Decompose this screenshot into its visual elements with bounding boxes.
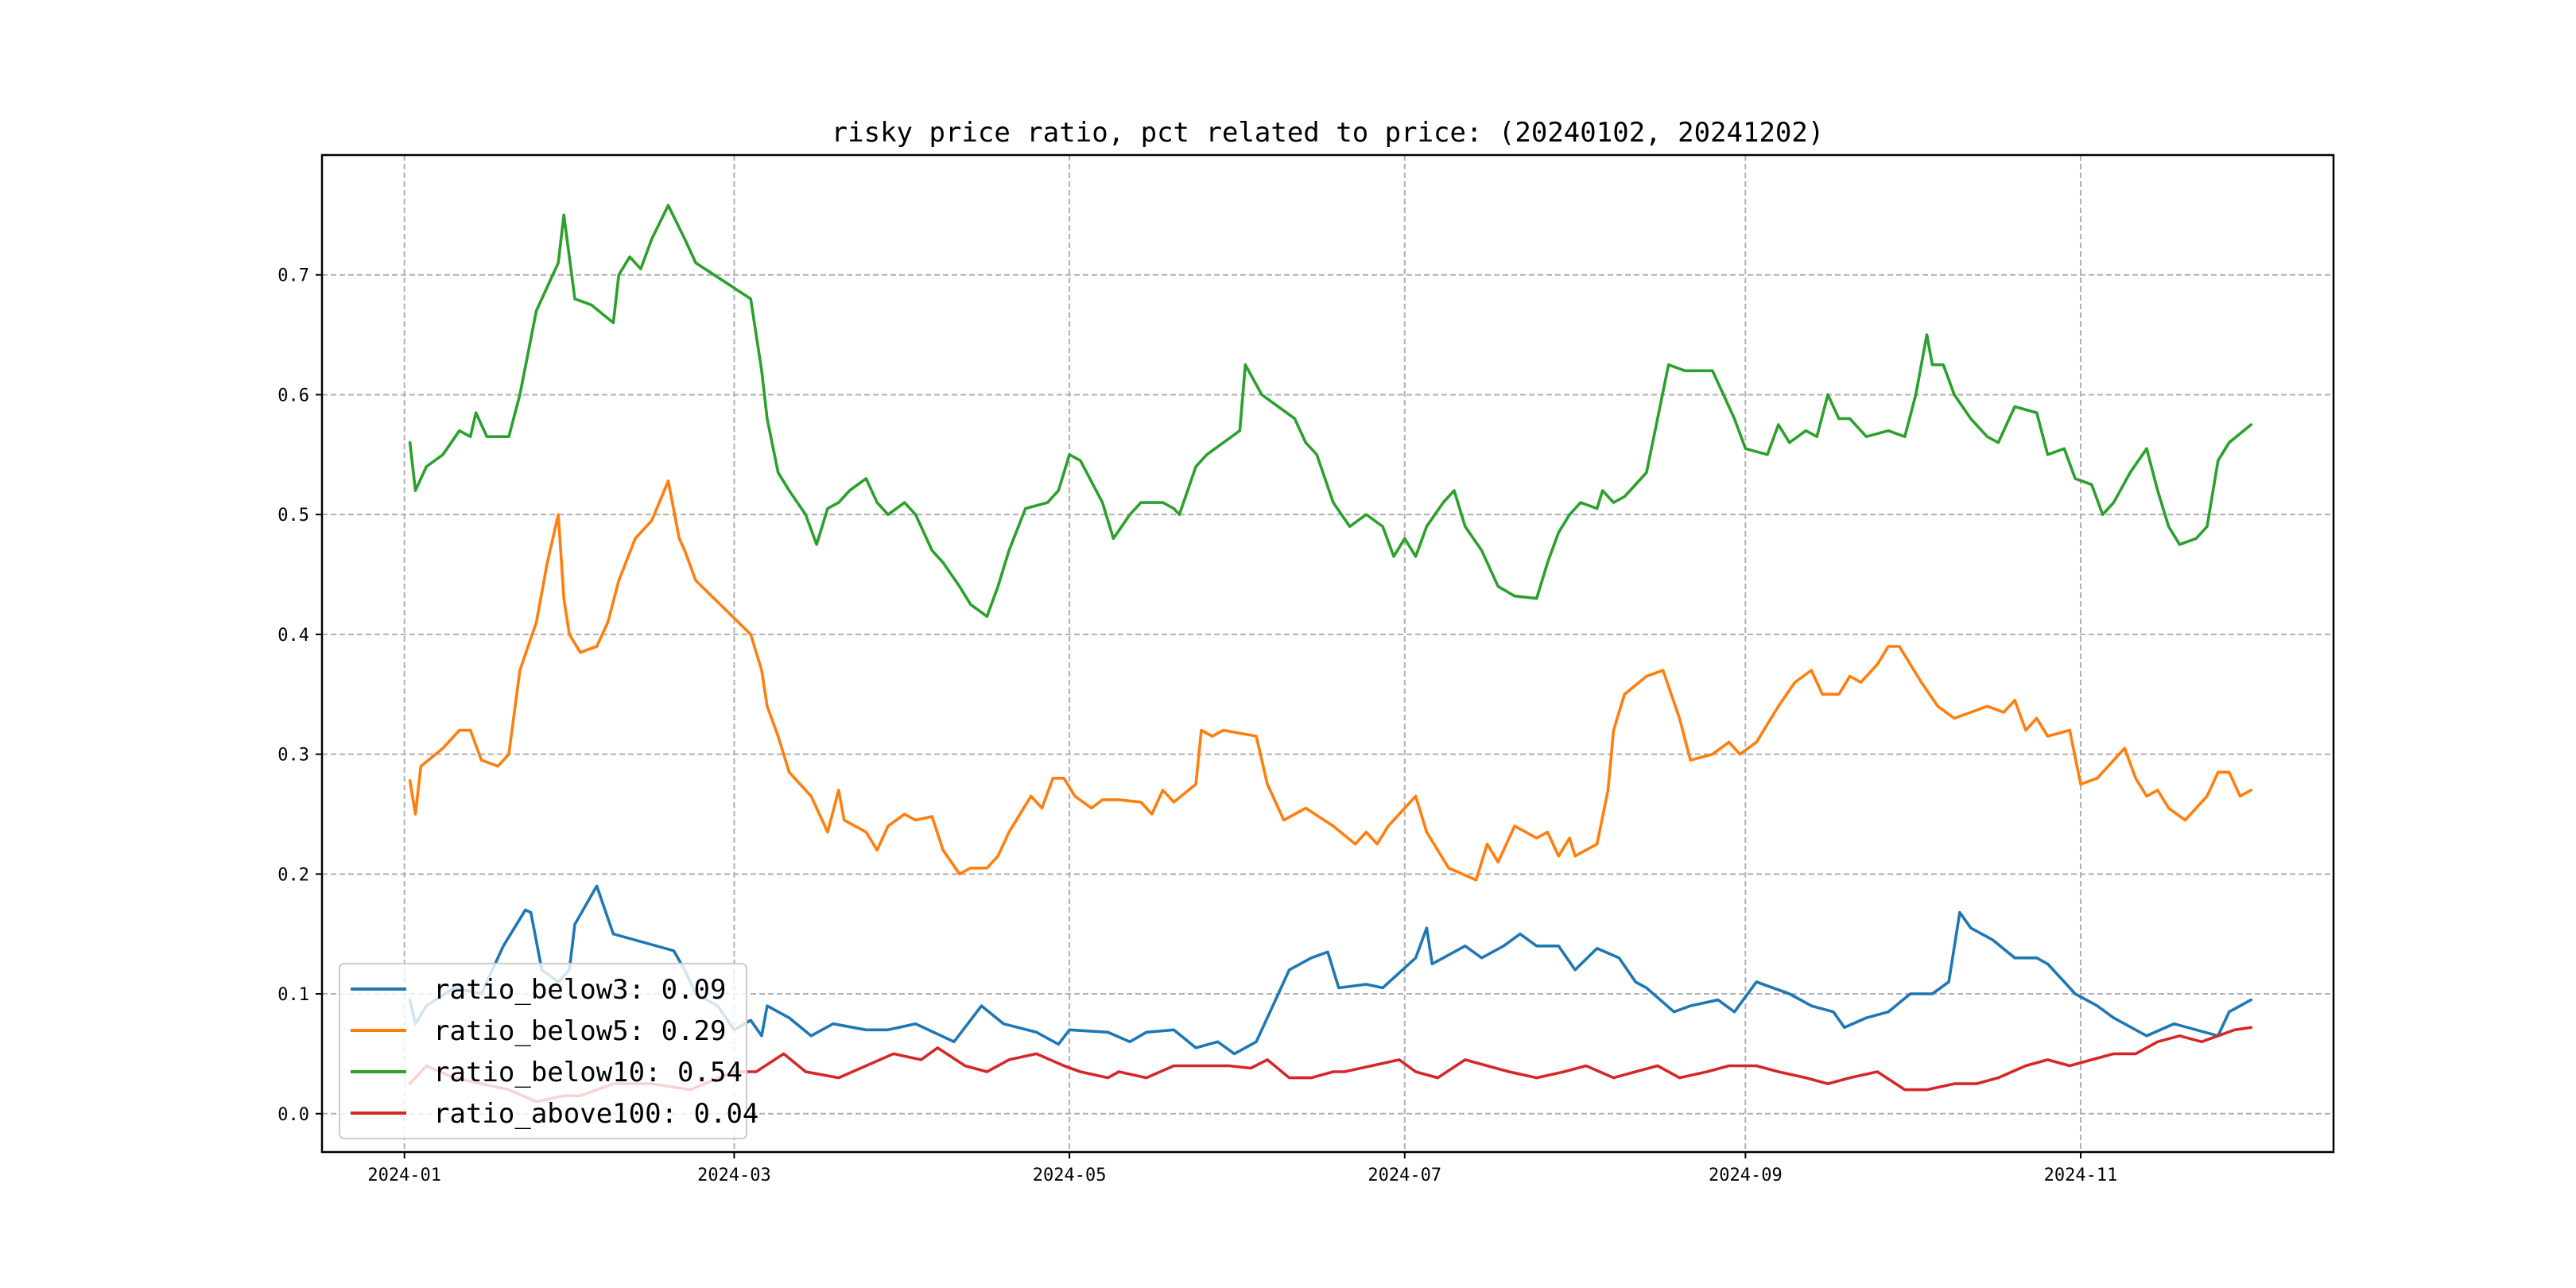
legend-label-ratio-below5: ratio_below5: 0.29 <box>433 1015 726 1047</box>
legend-box <box>339 963 747 1139</box>
y-tick-label: 0.5 <box>277 506 309 526</box>
tick-layer: 0.0 0.1 0.2 0.3 0.4 0.5 0.6 0.7 2024-01 2024-03 20… <box>277 266 2117 1185</box>
x-tick-label: 2024-01 <box>367 1166 441 1185</box>
y-tick-label: 0.3 <box>277 746 309 766</box>
x-tick-label: 2024-09 <box>1709 1166 1783 1185</box>
y-tick-label: 0.7 <box>277 266 309 286</box>
legend: ratio_below3: 0.09 ratio_below5: 0.29 rati… <box>339 963 758 1139</box>
chart-title: risky price ratio, pct related to price:… <box>832 117 1825 149</box>
x-tick-label: 2024-05 <box>1033 1166 1107 1185</box>
y-tick-label: 0.4 <box>277 626 309 646</box>
series-line-ratio-below10 <box>408 204 2253 619</box>
legend-label-ratio-below10: ratio_below10: 0.54 <box>433 1057 743 1088</box>
x-tick-label: 2024-03 <box>697 1166 771 1185</box>
y-tick-label: 0.1 <box>277 985 309 1005</box>
legend-label-ratio-above100: ratio_above100: 0.04 <box>433 1098 758 1130</box>
series-line-ratio-above100 <box>408 1026 2253 1104</box>
y-tick-label: 0.0 <box>277 1105 309 1125</box>
legend-label-ratio-below3: ratio_below3: 0.09 <box>433 974 726 1006</box>
x-tick-label: 2024-07 <box>1368 1166 1441 1185</box>
plot-frame <box>320 153 2335 1154</box>
x-tick-label: 2024-11 <box>2044 1166 2118 1185</box>
y-tick-label: 0.6 <box>277 386 309 405</box>
series-line-ratio-below5 <box>408 479 2253 882</box>
y-tick-label: 0.2 <box>277 865 309 885</box>
